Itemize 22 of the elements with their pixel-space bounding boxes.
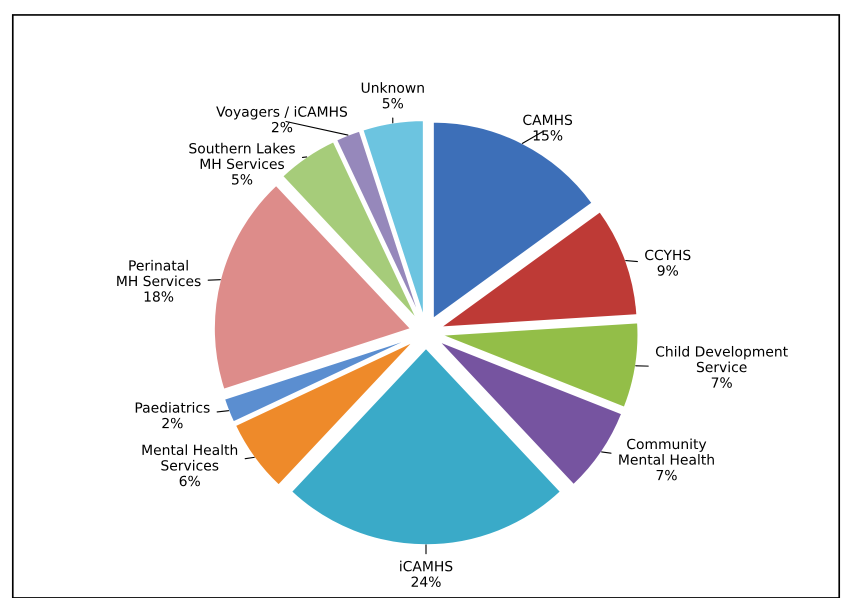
- slice-label: Unknown: [362, 82, 424, 93]
- slice-label: Perinatal MH Services: [117, 260, 201, 286]
- data-label: 18%: [144, 291, 174, 302]
- slice-label: Paediatrics: [136, 402, 210, 413]
- slice-label: iCAMHS: [400, 560, 452, 572]
- data-label: 24%: [412, 576, 441, 587]
- slice-label: CAMHS: [523, 114, 572, 126]
- data-label: 2%: [162, 418, 183, 428]
- data-label: 6%: [180, 476, 200, 486]
- slice-label: Mental Health Services: [142, 444, 238, 471]
- data-label: 7%: [712, 377, 732, 388]
- data-label: 5%: [382, 98, 404, 108]
- data-label: 15%: [534, 130, 562, 141]
- slice-label: Southern Lakes MH Services: [189, 142, 295, 170]
- slice-label: Voyagers / iCAMHS: [216, 106, 348, 120]
- data-label: 2%: [272, 122, 292, 132]
- data-label: 9%: [658, 265, 678, 276]
- slice-label: CCYHS: [645, 250, 690, 260]
- data-label: 5%: [232, 174, 252, 185]
- data-label: 7%: [656, 470, 677, 480]
- slice-label: Community Mental Health: [619, 438, 714, 465]
- slice-label: Child Development Service: [656, 346, 788, 372]
